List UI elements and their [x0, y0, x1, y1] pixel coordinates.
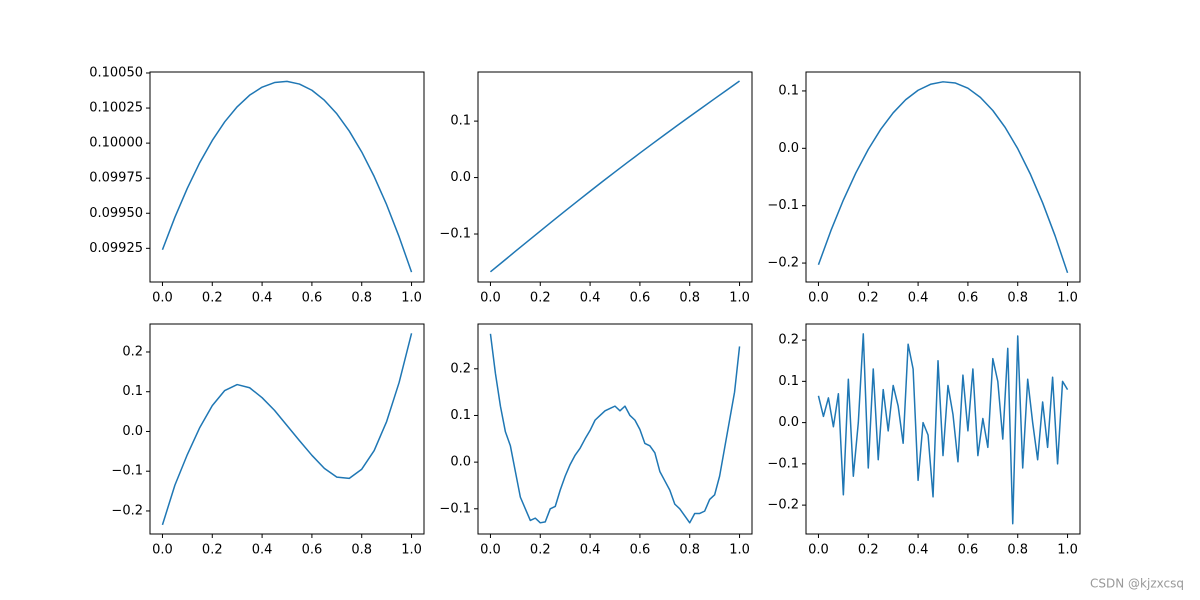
y-tick-label: 0.09950 [89, 206, 143, 221]
y-tick-label: −0.2 [767, 498, 799, 513]
x-tick-label: 0.8 [679, 543, 700, 558]
data-line [161, 80, 413, 273]
data-line [817, 333, 1069, 525]
y-tick-label: 0.2 [122, 344, 143, 359]
y-tick-label: 0.1 [778, 374, 799, 389]
x-tick-label: 0.0 [480, 543, 501, 558]
x-tick-label: 0.2 [202, 291, 223, 306]
x-tick-label: 0.4 [908, 291, 929, 306]
y-tick-label: 0.09925 [89, 241, 143, 256]
axes-frame [477, 323, 753, 535]
axes-frame [805, 71, 1081, 283]
x-tick-label: 0.6 [302, 543, 323, 558]
y-tick-label: 0.09975 [89, 171, 143, 186]
y-tick-label: −0.1 [439, 501, 471, 516]
x-tick-label: 0.8 [351, 291, 372, 306]
x-tick-label: 0.8 [351, 543, 372, 558]
x-tick-label: 0.8 [679, 291, 700, 306]
x-tick-label: 1.0 [401, 543, 422, 558]
axes-frame [805, 323, 1081, 535]
y-tick-label: 0.10000 [89, 136, 143, 151]
x-tick-label: 1.0 [729, 291, 750, 306]
x-tick-label: 0.2 [858, 543, 879, 558]
y-tick-label: 0.2 [778, 333, 799, 348]
x-tick-label: 0.2 [202, 543, 223, 558]
x-tick-label: 0.6 [958, 543, 979, 558]
x-tick-label: 0.6 [630, 543, 651, 558]
x-tick-label: 0.0 [152, 543, 173, 558]
x-tick-label: 0.4 [580, 543, 601, 558]
data-line [489, 333, 741, 524]
y-tick-label: 0.10050 [89, 65, 143, 80]
y-tick-label: 0.1 [450, 408, 471, 423]
x-tick-label: 0.4 [908, 543, 929, 558]
y-tick-label: 0.0 [778, 141, 799, 156]
x-tick-label: 1.0 [1057, 543, 1078, 558]
y-tick-label: 0.0 [450, 170, 471, 185]
x-tick-label: 0.0 [480, 291, 501, 306]
data-line [817, 81, 1069, 274]
x-tick-label: 0.4 [252, 543, 273, 558]
x-tick-label: 0.4 [580, 291, 601, 306]
x-tick-label: 0.6 [630, 291, 651, 306]
y-tick-label: 0.1 [122, 384, 143, 399]
x-tick-label: 0.4 [252, 291, 273, 306]
x-tick-label: 0.2 [530, 543, 551, 558]
y-tick-label: −0.1 [111, 464, 143, 479]
x-tick-label: 0.8 [1007, 291, 1028, 306]
axes-frame [149, 71, 425, 283]
x-tick-label: 0.0 [808, 543, 829, 558]
y-tick-label: −0.2 [111, 503, 143, 518]
axes-frame [477, 71, 753, 283]
x-tick-label: 1.0 [1057, 291, 1078, 306]
y-tick-label: 0.0 [122, 424, 143, 439]
x-tick-label: 0.0 [808, 291, 829, 306]
y-tick-label: 0.0 [450, 455, 471, 470]
x-tick-label: 1.0 [729, 543, 750, 558]
x-tick-label: 0.6 [958, 291, 979, 306]
data-line [489, 80, 740, 273]
x-tick-label: 0.2 [858, 291, 879, 306]
y-tick-label: −0.1 [439, 227, 471, 242]
y-tick-label: −0.2 [767, 256, 799, 271]
x-tick-label: 0.8 [1007, 543, 1028, 558]
axes-frame [149, 323, 425, 535]
y-tick-label: 0.0 [778, 415, 799, 430]
x-tick-label: 0.2 [530, 291, 551, 306]
y-tick-label: 0.1 [778, 83, 799, 98]
data-line [161, 333, 413, 526]
y-tick-label: 0.10025 [89, 101, 143, 116]
y-tick-label: 0.2 [450, 361, 471, 376]
watermark: CSDN @kjzxcsq [1090, 577, 1184, 591]
x-tick-label: 0.0 [152, 291, 173, 306]
y-tick-label: −0.1 [767, 198, 799, 213]
y-tick-label: −0.1 [767, 456, 799, 471]
x-tick-label: 0.6 [302, 291, 323, 306]
x-tick-label: 1.0 [401, 291, 422, 306]
y-tick-label: 0.1 [450, 114, 471, 129]
